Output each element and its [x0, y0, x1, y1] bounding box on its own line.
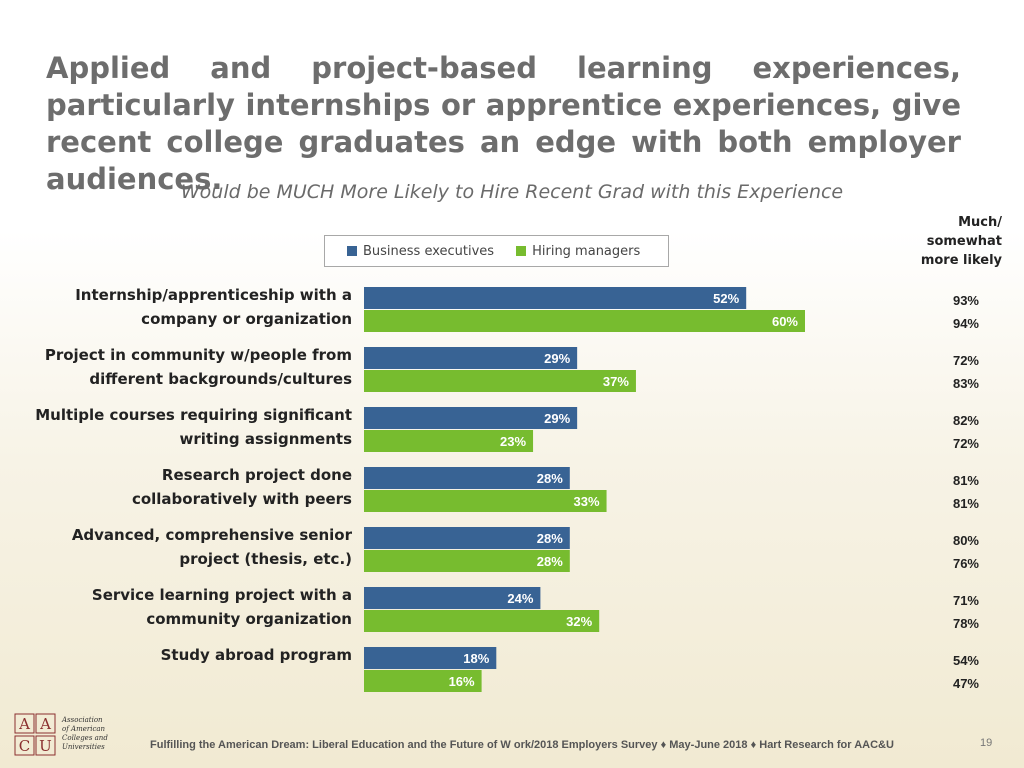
- data-label-business-executives: 29%: [544, 411, 570, 426]
- side-value-hiring-managers: 78%: [953, 616, 979, 631]
- logo-letter: C: [19, 737, 30, 755]
- data-label-hiring-managers: 33%: [574, 494, 600, 509]
- legend-item-hiring: Hiring managers: [516, 244, 640, 259]
- chart-title: Would be MUCH More Likely to Hire Recent…: [180, 181, 844, 203]
- side-header-line: more likely: [920, 253, 1002, 268]
- bar-hiring-managers: [364, 430, 534, 452]
- bar-hiring-managers: [364, 610, 600, 632]
- side-header-line: somewhat: [926, 234, 1002, 249]
- side-value-hiring-managers: 81%: [953, 496, 979, 511]
- side-value-hiring-managers: 72%: [953, 436, 979, 451]
- logo-text-line: of American: [62, 725, 106, 733]
- data-label-hiring-managers: 16%: [449, 674, 475, 689]
- data-label-hiring-managers: 37%: [603, 374, 629, 389]
- data-label-hiring-managers: 32%: [566, 614, 592, 629]
- logo-letter: A: [18, 715, 30, 733]
- side-value-business-executives: 81%: [953, 473, 979, 488]
- data-label-business-executives: 28%: [537, 531, 563, 546]
- data-label-business-executives: 29%: [544, 351, 570, 366]
- logo-text-line: Universities: [62, 743, 105, 751]
- data-label-hiring-managers: 60%: [772, 314, 798, 329]
- bar-business-executives: [364, 287, 747, 309]
- legend-swatch-business: [347, 246, 357, 256]
- legend-item-business: Business executives: [347, 244, 494, 259]
- bar-hiring-managers: [364, 550, 570, 572]
- bar-hiring-managers: [364, 370, 636, 392]
- side-value-hiring-managers: 76%: [953, 556, 979, 571]
- data-label-business-executives: 28%: [537, 471, 563, 486]
- chart-legend: Business executives Hiring managers: [324, 235, 669, 267]
- slide-title: Applied and project-based learning exper…: [46, 51, 961, 196]
- side-value-hiring-managers: 47%: [953, 676, 979, 691]
- side-value-business-executives: 54%: [953, 653, 979, 668]
- side-value-hiring-managers: 83%: [953, 376, 979, 391]
- logo-text-line: Association: [61, 716, 103, 724]
- bar-business-executives: [364, 647, 497, 669]
- legend-swatch-hiring: [516, 246, 527, 256]
- side-value-hiring-managers: 94%: [953, 316, 979, 331]
- side-value-business-executives: 82%: [953, 413, 979, 428]
- legend-label-business: Business executives: [363, 243, 495, 259]
- bar-business-executives: [364, 407, 578, 429]
- legend-label-hiring: Hiring managers: [532, 243, 641, 259]
- slide-footer: Fulfilling the American Dream: Liberal E…: [150, 739, 894, 751]
- side-value-business-executives: 80%: [953, 533, 979, 548]
- category-label: Research project done collaboratively wit…: [132, 466, 352, 508]
- logo-letter: U: [39, 737, 52, 755]
- bar-hiring-managers: [364, 490, 607, 512]
- page-number: 19: [980, 737, 993, 749]
- aacu-logo: A A C U Association of American Colleges…: [14, 713, 108, 756]
- side-header-line: Much/: [958, 215, 1002, 230]
- bar-business-executives: [364, 347, 578, 369]
- data-label-hiring-managers: 23%: [500, 434, 526, 449]
- side-value-business-executives: 93%: [953, 293, 979, 308]
- data-label-hiring-managers: 28%: [537, 554, 563, 569]
- bar-business-executives: [364, 587, 541, 609]
- side-value-business-executives: 72%: [953, 353, 979, 368]
- category-label: Service learning project with a community…: [92, 586, 352, 628]
- data-label-business-executives: 18%: [463, 651, 489, 666]
- bar-business-executives: [364, 467, 570, 489]
- category-label: Advanced, comprehensive senior project (t…: [72, 526, 353, 568]
- logo-letter: A: [39, 715, 51, 733]
- bar-chart: Internship/apprenticeship with a company …: [35, 286, 979, 692]
- category-label: Study abroad program: [161, 646, 352, 664]
- category-label: Multiple courses requiring significant wr…: [35, 406, 352, 448]
- side-column-header: Much/ somewhat more likely: [912, 213, 1002, 270]
- data-label-business-executives: 52%: [713, 291, 739, 306]
- logo-text-line: Colleges and: [62, 734, 108, 742]
- data-label-business-executives: 24%: [507, 591, 533, 606]
- side-value-business-executives: 71%: [953, 593, 979, 608]
- category-label: Project in community w/people from differ…: [45, 346, 352, 388]
- bar-hiring-managers: [364, 310, 805, 332]
- bar-hiring-managers: [364, 670, 482, 692]
- bar-business-executives: [364, 527, 570, 549]
- category-label: Internship/apprenticeship with a company …: [75, 286, 352, 328]
